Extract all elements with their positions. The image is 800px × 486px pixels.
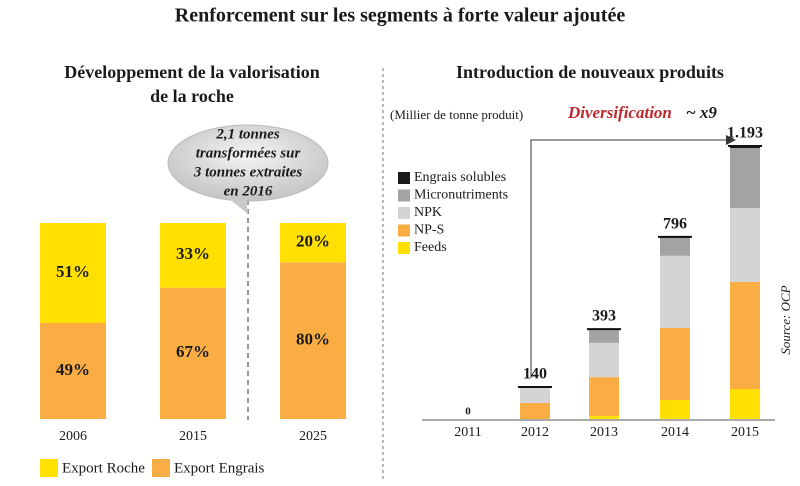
annotation: transformées sur: [196, 145, 301, 161]
bar-segment: [589, 416, 619, 419]
value-label: 49%: [56, 360, 90, 379]
arrow: [530, 139, 728, 378]
page-title: Renforcement sur les segments à forte va…: [175, 5, 626, 27]
chart-title: Introduction de nouveaux produits: [456, 62, 724, 82]
bar-segment: [660, 327, 690, 401]
total-label: 796: [663, 216, 687, 233]
value-label: 33%: [176, 244, 210, 263]
annotation-bubble: [167, 124, 329, 202]
annotation: en 2016: [224, 183, 273, 199]
legend-swatch: [398, 189, 410, 202]
bar-segment: [660, 237, 690, 256]
bar-segment: [660, 255, 690, 328]
legend-label: Feeds: [414, 240, 447, 255]
legend-label: Export Engrais: [174, 460, 265, 476]
legend-swatch: [398, 224, 410, 237]
x-tick-label: 2012: [521, 425, 549, 440]
legend-label: Micronutriments: [414, 188, 508, 203]
legend-swatch: [398, 172, 410, 184]
x-tick-label: 2013: [590, 425, 618, 440]
total-label: 140: [523, 366, 547, 383]
chart-title: Développement de la valorisation: [64, 62, 319, 82]
legend-label: Engrais solubles: [414, 170, 506, 185]
bar-segment: [40, 322, 106, 419]
total-label: 1.193: [727, 125, 763, 142]
arrow-head: [726, 135, 736, 145]
total-label: 0: [465, 406, 471, 418]
value-label: 67%: [176, 342, 210, 361]
bar-segment: [730, 146, 760, 149]
legend-swatch: [398, 242, 410, 254]
total-label: 393: [592, 308, 616, 325]
legend-swatch: [152, 459, 170, 477]
bar-segment: [520, 402, 550, 419]
annotation-factor: ~ x9: [686, 103, 717, 122]
bar-segment: [660, 400, 690, 419]
bar-segment: [160, 287, 226, 419]
x-tick-label: 2025: [299, 429, 327, 444]
annotation: Diversification: [567, 103, 672, 122]
legend-label: NP-S: [414, 223, 444, 238]
source: Source: OCP: [778, 285, 793, 354]
chart-title: de la roche: [150, 86, 234, 106]
annotation: 3 tonnes extraites: [193, 164, 303, 180]
bar-segment: [160, 223, 226, 288]
bubble-tail: [228, 198, 248, 214]
value-label: 51%: [56, 262, 90, 281]
bar-segment: [589, 342, 619, 378]
x-tick-label: 2015: [731, 425, 759, 440]
x-tick-label: 2006: [59, 429, 87, 444]
bar-segment: [280, 262, 346, 419]
x-tick-label: 2011: [454, 425, 481, 440]
value-label: 20%: [296, 232, 330, 251]
legend-swatch: [40, 459, 58, 477]
legend-swatch: [398, 207, 410, 219]
bar-segment: [40, 223, 106, 323]
bar-segment: [730, 148, 760, 209]
x-tick-label: 2014: [661, 425, 689, 440]
bar-segment: [730, 281, 760, 390]
x-tick-label: 2015: [179, 429, 207, 444]
annotation: 2,1 tonnes: [215, 126, 280, 142]
bar-segment: [280, 223, 346, 263]
bar-segment: [520, 386, 550, 403]
bar-segment: [730, 389, 760, 419]
legend-label: NPK: [414, 205, 442, 220]
bar-segment: [589, 329, 619, 343]
bar-segment: [589, 377, 619, 417]
bar-segment: [730, 208, 760, 282]
value-label: 80%: [296, 330, 330, 349]
unit-label: (Millier de tonne produit): [390, 107, 523, 122]
legend-label: Export Roche: [62, 460, 145, 476]
